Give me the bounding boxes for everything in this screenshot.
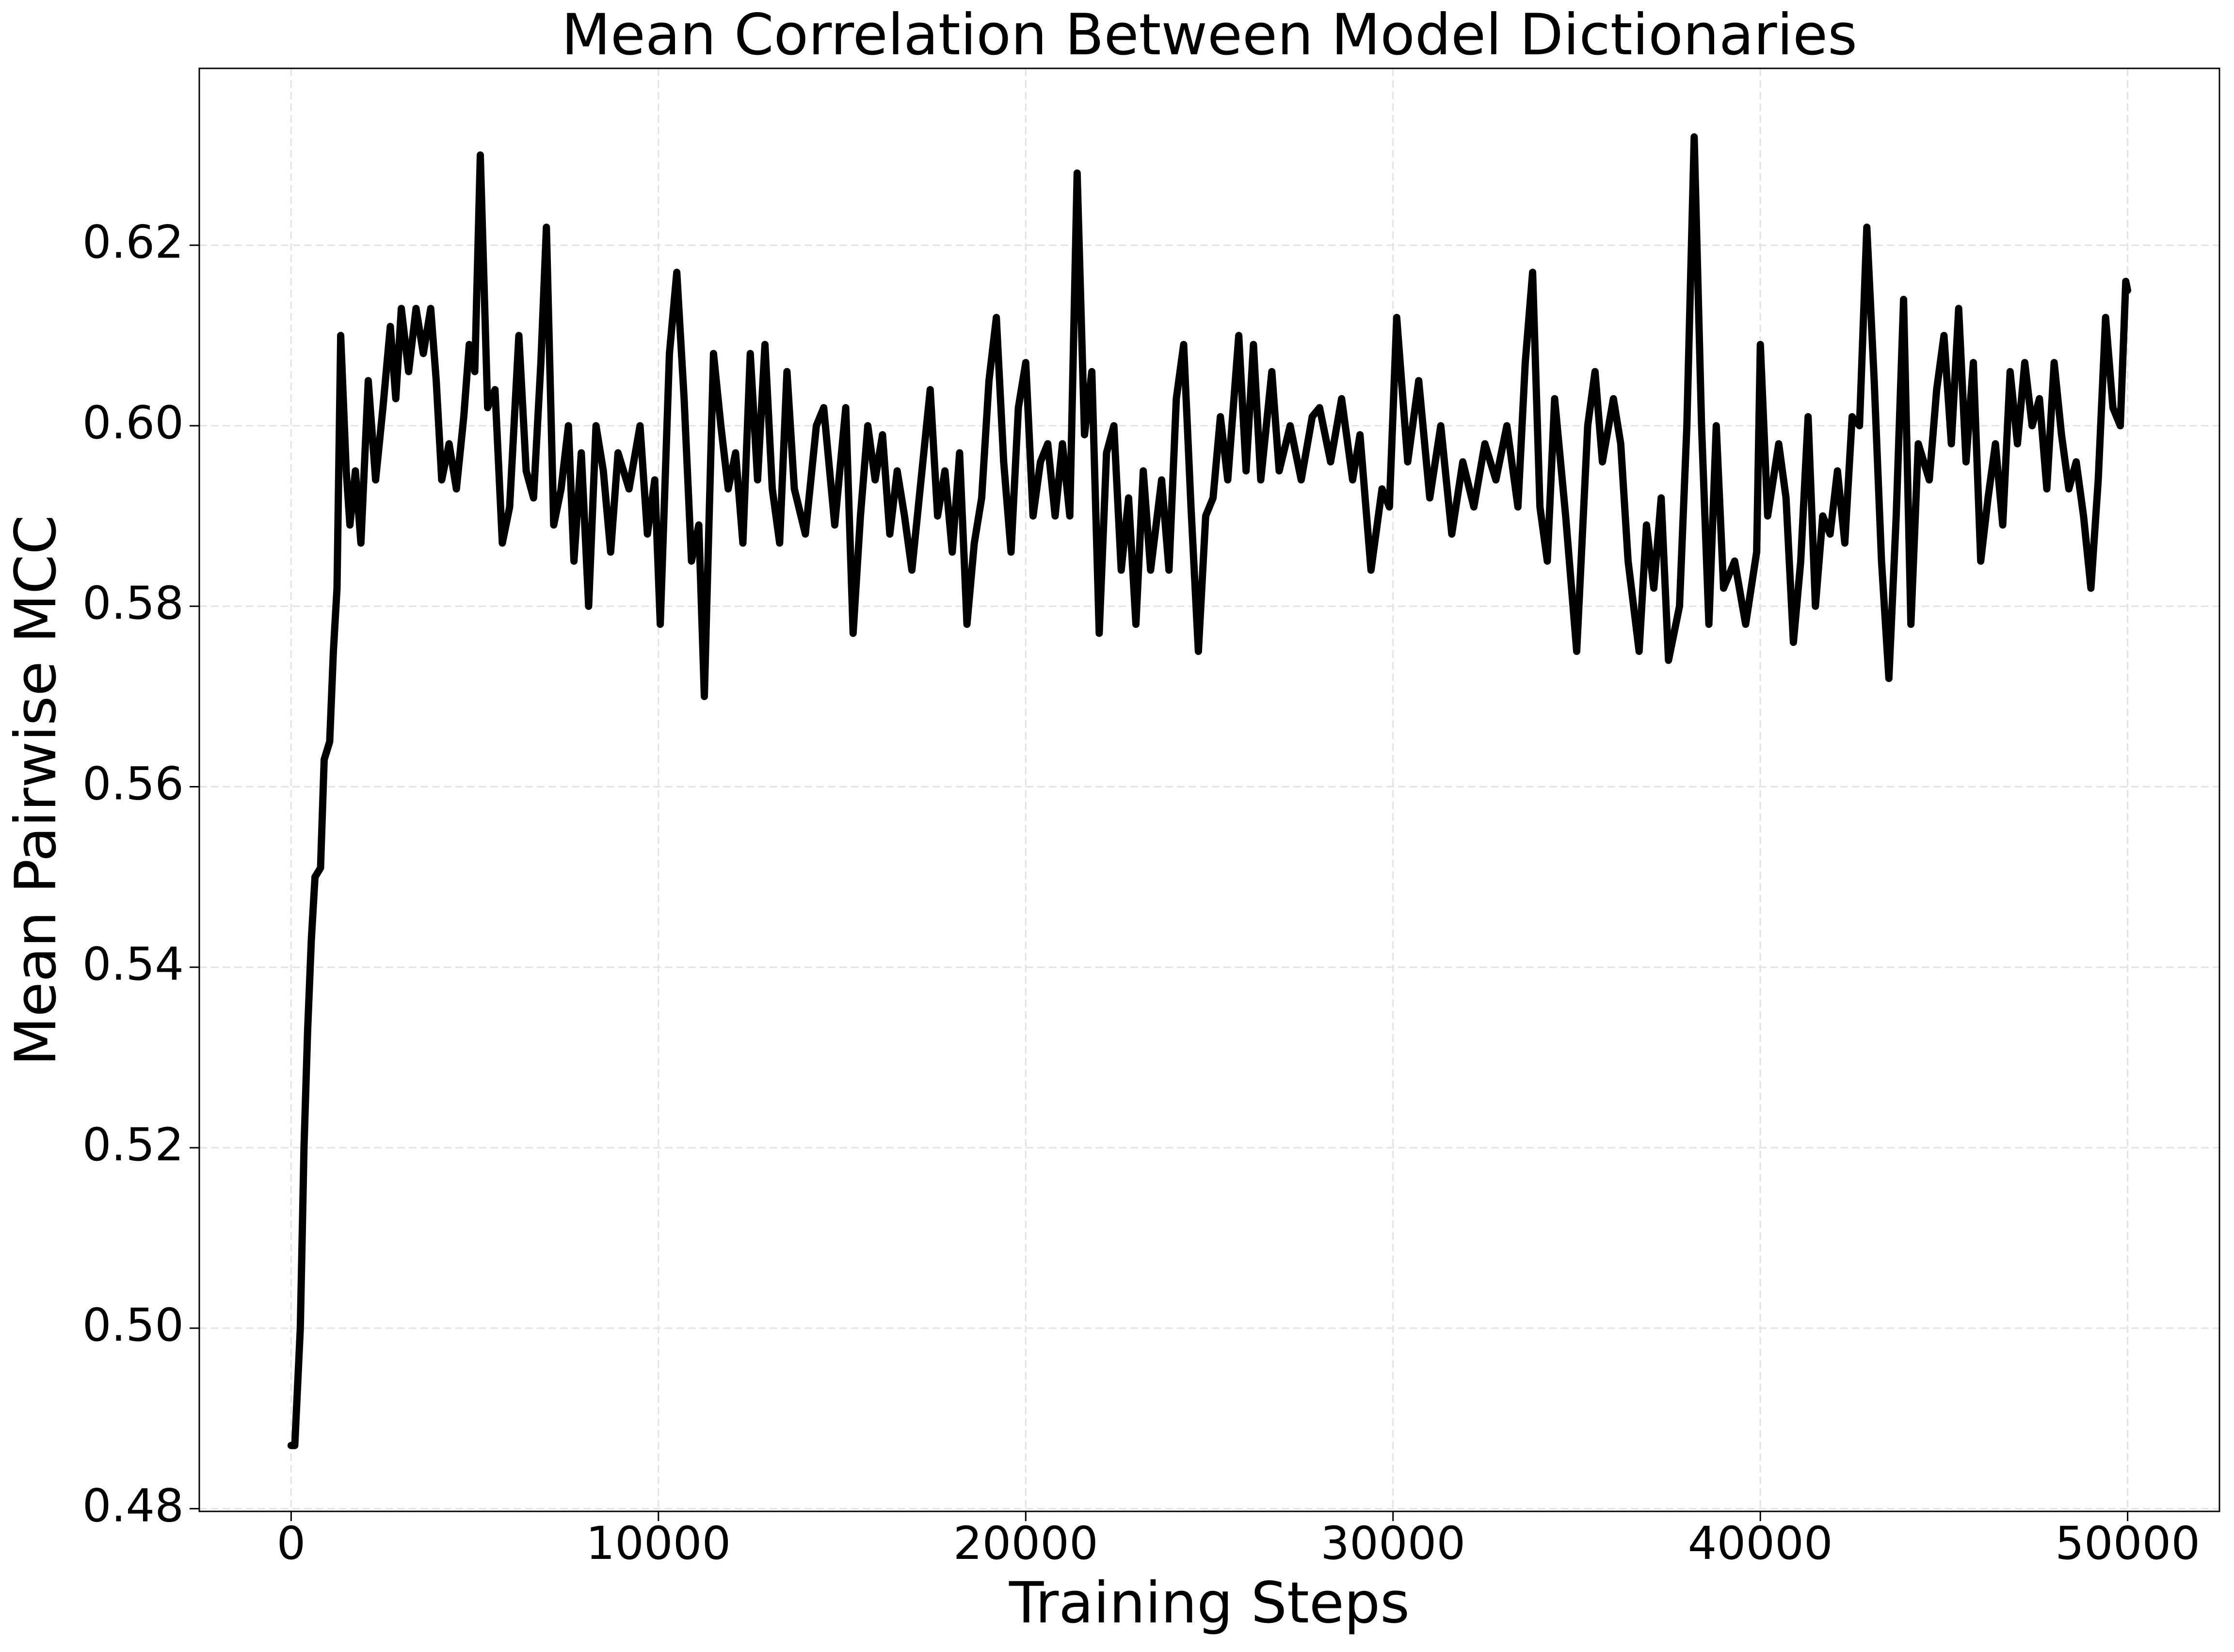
y-tick-label: 0.54 [82, 938, 184, 991]
y-tick-label: 0.62 [82, 216, 184, 269]
plot-frame [198, 67, 2220, 1512]
y-tick-label: 0.50 [82, 1299, 184, 1352]
x-axis-label: Training Steps [1009, 1570, 1410, 1636]
x-tick-label: 50000 [2055, 1517, 2200, 1570]
y-tick-label: 0.48 [82, 1479, 184, 1532]
chart-title: Mean Correlation Between Model Dictionar… [562, 1, 1857, 68]
x-tick-label: 40000 [1688, 1517, 1833, 1570]
x-tick-label: 30000 [1320, 1517, 1465, 1570]
x-tick-label: 10000 [586, 1517, 731, 1570]
y-tick-label: 0.60 [82, 397, 184, 449]
data-line [287, 133, 2132, 1449]
y-tick-label: 0.58 [82, 577, 184, 630]
x-tick-label: 20000 [953, 1517, 1098, 1570]
x-tick-label: 0 [276, 1517, 305, 1570]
y-tick-label: 0.56 [82, 757, 184, 810]
y-tick-label: 0.52 [82, 1119, 184, 1171]
y-axis-label: Mean Pairwise MCC [2, 515, 69, 1066]
